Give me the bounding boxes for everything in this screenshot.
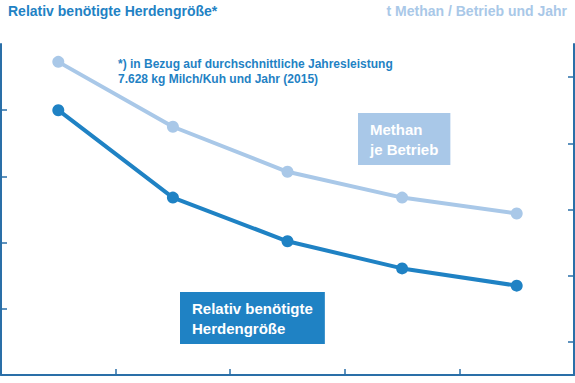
svg-text:*) in Bezug auf durchschnittli: *) in Bezug auf durchschnittliche Jahres… <box>118 57 393 71</box>
svg-text:Methan: Methan <box>370 121 423 138</box>
svg-text:Herdengröße: Herdengröße <box>192 320 285 337</box>
svg-text:t Methan / Betrieb und Jahr: t Methan / Betrieb und Jahr <box>387 3 568 19</box>
svg-text:Relativ benötigte: Relativ benötigte <box>192 300 313 317</box>
svg-text:Relativ benötigte Herdengröße*: Relativ benötigte Herdengröße* <box>8 3 218 19</box>
svg-text:je Betrieb: je Betrieb <box>369 141 438 158</box>
svg-text:7.628 kg Milch/Kuh und Jahr (2: 7.628 kg Milch/Kuh und Jahr (2015) <box>118 72 318 86</box>
